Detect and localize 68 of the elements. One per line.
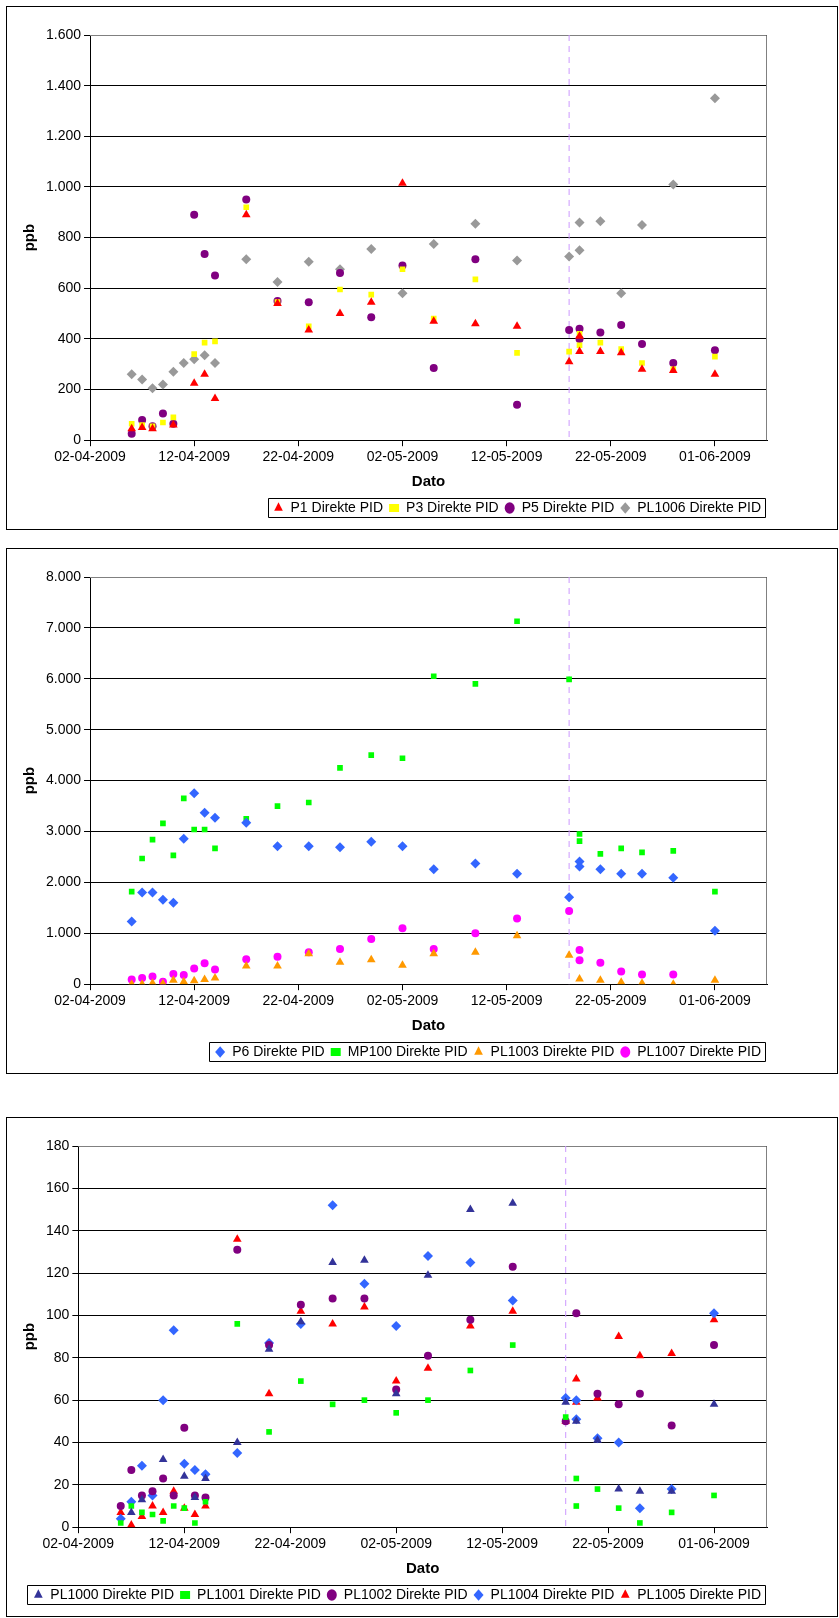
x-tick-label: 02-04-2009 [54,448,127,465]
x-tick-label: 01-06-2009 [679,448,751,465]
x-tick-label: 02-04-2009 [54,992,127,1009]
legend-label: PL1005 Direkte PID [637,1585,761,1602]
x-tick-label: 12-05-2009 [470,992,543,1009]
legend-label: P5 Direkte PID [521,498,615,515]
y-tick-label: 1.000 [45,924,82,941]
x-tick-label: 22-04-2009 [262,448,335,465]
x-tick-label: 12-04-2009 [148,1535,221,1552]
legend-label: PL1002 Direkte PID [343,1585,468,1602]
y-tick-label: 600 [57,279,82,296]
x-tick-label: 22-05-2009 [574,448,647,465]
y-tick-label: 200 [57,380,82,397]
legend-label: P6 Direkte PID [232,1042,325,1059]
y-tick-label: 80 [53,1348,70,1365]
x-tick-label: 01-06-2009 [678,1535,751,1552]
y-tick-label: 140 [46,1221,70,1238]
x-tick-label: 02-05-2009 [366,448,439,465]
y-axis-title: ppb [20,223,38,252]
x-tick-label: 22-05-2009 [572,1535,645,1552]
x-axis-title: Dato [411,1016,446,1034]
y-tick-label: 40 [53,1433,70,1450]
legend-label: PL1004 Direkte PID [490,1585,615,1602]
y-tick-label: 1.600 [45,25,82,42]
y-tick-label: 800 [57,228,82,245]
y-tick-label: 120 [46,1263,70,1280]
x-tick-label: 22-04-2009 [254,1535,327,1552]
x-tick-label: 02-04-2009 [42,1535,115,1552]
y-tick-label: 2.000 [45,873,82,890]
y-tick-label: 1.000 [45,177,82,194]
y-tick-label: 0 [61,1518,70,1535]
y-tick-label: 3.000 [45,822,82,839]
y-tick-label: 60 [53,1390,70,1407]
y-tick-label: 5.000 [45,720,82,737]
x-tick-label: 22-04-2009 [262,992,335,1009]
legend-label: PL1000 Direkte PID [50,1585,175,1602]
legend-label: PL1007 Direkte PID [637,1042,761,1059]
x-tick-label: 02-05-2009 [360,1535,433,1552]
x-axis-title: Dato [411,472,446,490]
x-tick-label: 12-05-2009 [466,1535,539,1552]
x-tick-label: 12-04-2009 [158,448,231,465]
y-tick-label: 100 [46,1306,70,1323]
y-tick-label: 180 [46,1136,70,1153]
y-tick-label: 1.400 [45,76,82,93]
legend-label: PL1006 Direkte PID [637,498,761,515]
y-tick-label: 8.000 [45,567,82,584]
y-tick-label: 0 [73,975,82,992]
legend-label: PL1001 Direkte PID [197,1585,321,1602]
x-tick-label: 12-05-2009 [470,448,543,465]
y-axis-title: ppb [20,766,38,795]
y-tick-label: 400 [57,329,82,346]
legend-label: P1 Direkte PID [290,498,384,515]
y-tick-label: 20 [53,1475,70,1492]
y-tick-label: 4.000 [45,771,82,788]
y-axis-title: ppb [20,1322,38,1351]
y-tick-label: 7.000 [45,618,82,635]
legend-label: P3 Direkte PID [406,498,499,515]
x-axis-title: Dato [406,1559,440,1577]
y-tick-label: 1.200 [45,127,82,144]
x-tick-label: 22-05-2009 [574,992,647,1009]
y-tick-label: 6.000 [45,669,82,686]
x-tick-label: 02-05-2009 [366,992,439,1009]
x-tick-label: 12-04-2009 [158,992,231,1009]
x-tick-label: 01-06-2009 [679,992,751,1009]
legend-label: MP100 Direkte PID [347,1042,468,1059]
y-tick-label: 160 [46,1179,70,1196]
y-tick-label: 0 [73,431,82,448]
legend-label: PL1003 Direkte PID [490,1042,615,1059]
